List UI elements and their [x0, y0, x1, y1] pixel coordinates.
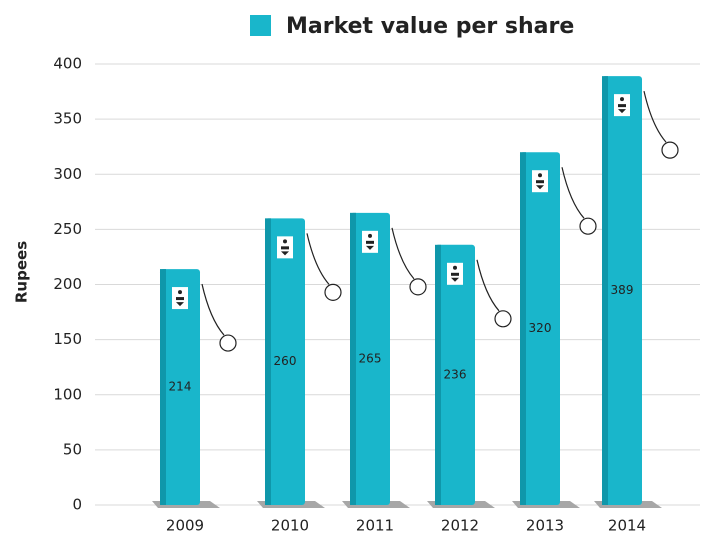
x-tick-label: 2011 — [356, 517, 394, 535]
icon-dot — [453, 265, 457, 270]
y-tick-label: 0 — [72, 496, 82, 514]
icon-drop — [281, 251, 289, 256]
hose-nozzle — [579, 217, 597, 235]
bar-shade — [350, 212, 356, 505]
hose — [391, 227, 415, 280]
hose-nozzle — [409, 278, 427, 296]
icon-drop — [451, 277, 459, 282]
icon-drop — [536, 185, 544, 190]
x-tick-label: 2014 — [608, 517, 646, 535]
y-tick-label: 200 — [53, 275, 82, 293]
icon-drop — [366, 245, 374, 250]
hose — [643, 90, 667, 143]
icon-dot — [368, 233, 372, 238]
icon-dot — [283, 239, 287, 244]
bar — [435, 244, 475, 505]
value-label: 236 — [444, 367, 467, 381]
hose — [476, 259, 500, 312]
x-tick-label: 2009 — [166, 517, 204, 535]
icon-bar — [176, 297, 184, 301]
icon-dot — [538, 173, 542, 178]
y-tick-label: 150 — [53, 330, 82, 348]
x-tick-label: 2010 — [271, 517, 309, 535]
value-label: 214 — [169, 380, 192, 394]
bar-shade — [520, 152, 526, 505]
y-tick-label: 300 — [53, 165, 82, 183]
bar-shade — [435, 244, 441, 505]
bar-shade — [602, 76, 608, 505]
bar — [602, 76, 642, 505]
bar-shade — [160, 269, 166, 505]
bar — [160, 269, 200, 505]
hose — [561, 167, 585, 219]
y-tick-label: 350 — [53, 110, 82, 128]
hose-nozzle — [219, 334, 237, 352]
hose — [306, 233, 330, 285]
icon-bar — [536, 180, 544, 184]
icon-drop — [618, 109, 626, 114]
y-tick-label: 400 — [53, 55, 82, 73]
value-label: 260 — [274, 354, 297, 368]
bar — [350, 212, 390, 505]
chart-title: Market value per share — [286, 14, 574, 39]
icon-bar — [451, 272, 459, 276]
x-tick-label: 2013 — [526, 517, 564, 535]
hose-nozzle — [661, 141, 679, 159]
bar — [265, 218, 305, 505]
icon-bar — [281, 246, 289, 250]
legend-swatch — [250, 15, 271, 36]
bar-shade — [265, 218, 271, 505]
icon-dot — [620, 97, 624, 102]
value-label: 389 — [611, 283, 634, 297]
y-tick-label: 50 — [63, 440, 82, 458]
y-axis-title: Rupees — [13, 241, 31, 303]
hose-nozzle — [324, 283, 342, 301]
icon-bar — [618, 104, 626, 108]
icon-drop — [176, 302, 184, 307]
icon-dot — [178, 290, 182, 295]
x-tick-label: 2012 — [441, 517, 479, 535]
bar — [520, 152, 560, 505]
y-tick-label: 100 — [53, 385, 82, 403]
icon-bar — [366, 240, 374, 244]
hose — [201, 283, 225, 336]
value-label: 265 — [359, 351, 382, 365]
value-label: 320 — [529, 321, 552, 335]
hose-nozzle — [494, 310, 512, 328]
y-tick-label: 250 — [53, 220, 82, 238]
